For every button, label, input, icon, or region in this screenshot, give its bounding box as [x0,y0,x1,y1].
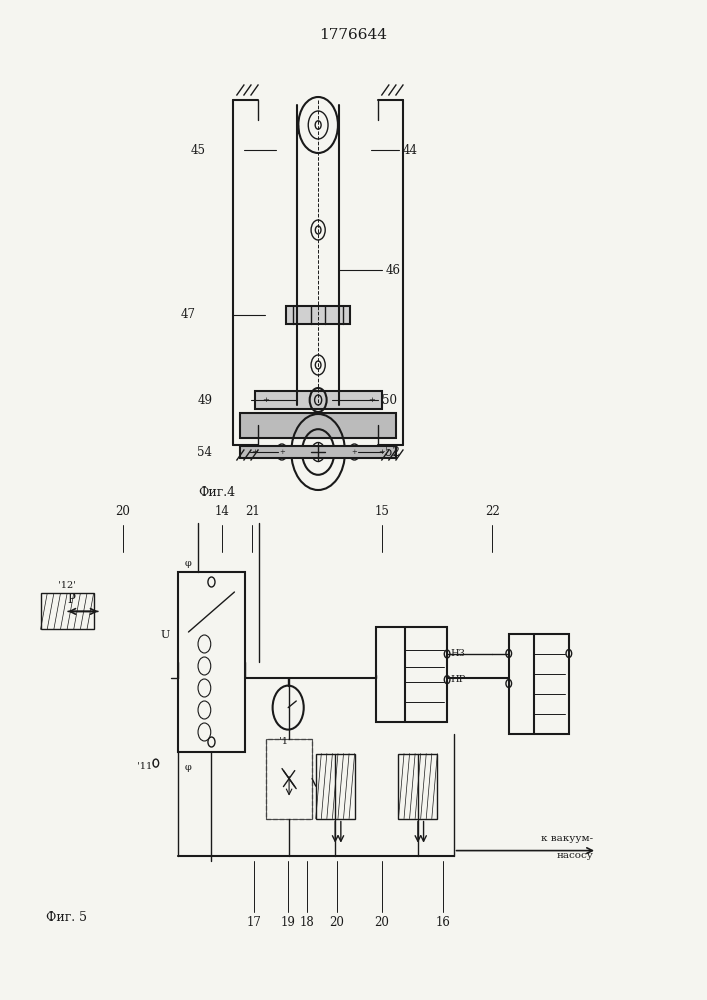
Text: 20: 20 [115,505,130,518]
Text: Фиг.4: Фиг.4 [198,486,235,498]
Text: '1': '1' [279,737,291,746]
Bar [509,634,569,734]
Text: +: + [351,448,357,456]
Bar [255,391,382,409]
Text: 21: 21 [245,505,259,518]
Text: +: + [368,396,375,404]
Text: НЗ: НЗ [450,650,465,658]
Bar [286,306,350,324]
Text: 50: 50 [382,393,397,406]
Bar [266,739,312,819]
Text: 14: 14 [214,505,230,518]
Text: 18: 18 [300,916,315,929]
Text: +: + [279,448,285,456]
Text: 44: 44 [403,143,418,156]
Text: 16: 16 [435,916,450,929]
Text: 47: 47 [180,308,195,322]
Text: 52: 52 [385,446,399,458]
Text: P: P [68,593,76,606]
Text: 54: 54 [197,446,212,458]
Text: 1776644: 1776644 [320,28,387,42]
Bar [240,446,396,458]
Bar [316,754,355,819]
Text: 46: 46 [385,263,400,276]
Text: 20: 20 [329,916,344,929]
Text: U: U [160,630,170,640]
Text: 17: 17 [247,916,262,929]
Text: φ: φ [185,762,192,772]
Bar [376,627,447,722]
Bar [178,572,245,752]
Bar [240,412,396,438]
Text: φ: φ [185,560,192,568]
Text: НР: НР [450,675,466,684]
Text: '11': '11' [136,762,155,771]
Text: +: + [262,396,269,404]
Text: 19: 19 [281,916,296,929]
Text: насосу: насосу [556,851,593,860]
Text: 45: 45 [191,143,206,156]
Text: 49: 49 [198,393,213,406]
Text: 15: 15 [375,505,390,518]
Bar [399,754,438,819]
Text: Фиг. 5: Фиг. 5 [45,911,86,924]
Text: 22: 22 [485,505,500,518]
Text: 20: 20 [375,916,390,929]
Bar [40,593,93,629]
Bar [266,739,312,819]
Text: +: + [378,448,385,456]
Text: '12': '12' [58,581,76,590]
Text: к вакуум-: к вакуум- [542,834,593,843]
Text: +: + [251,448,258,456]
